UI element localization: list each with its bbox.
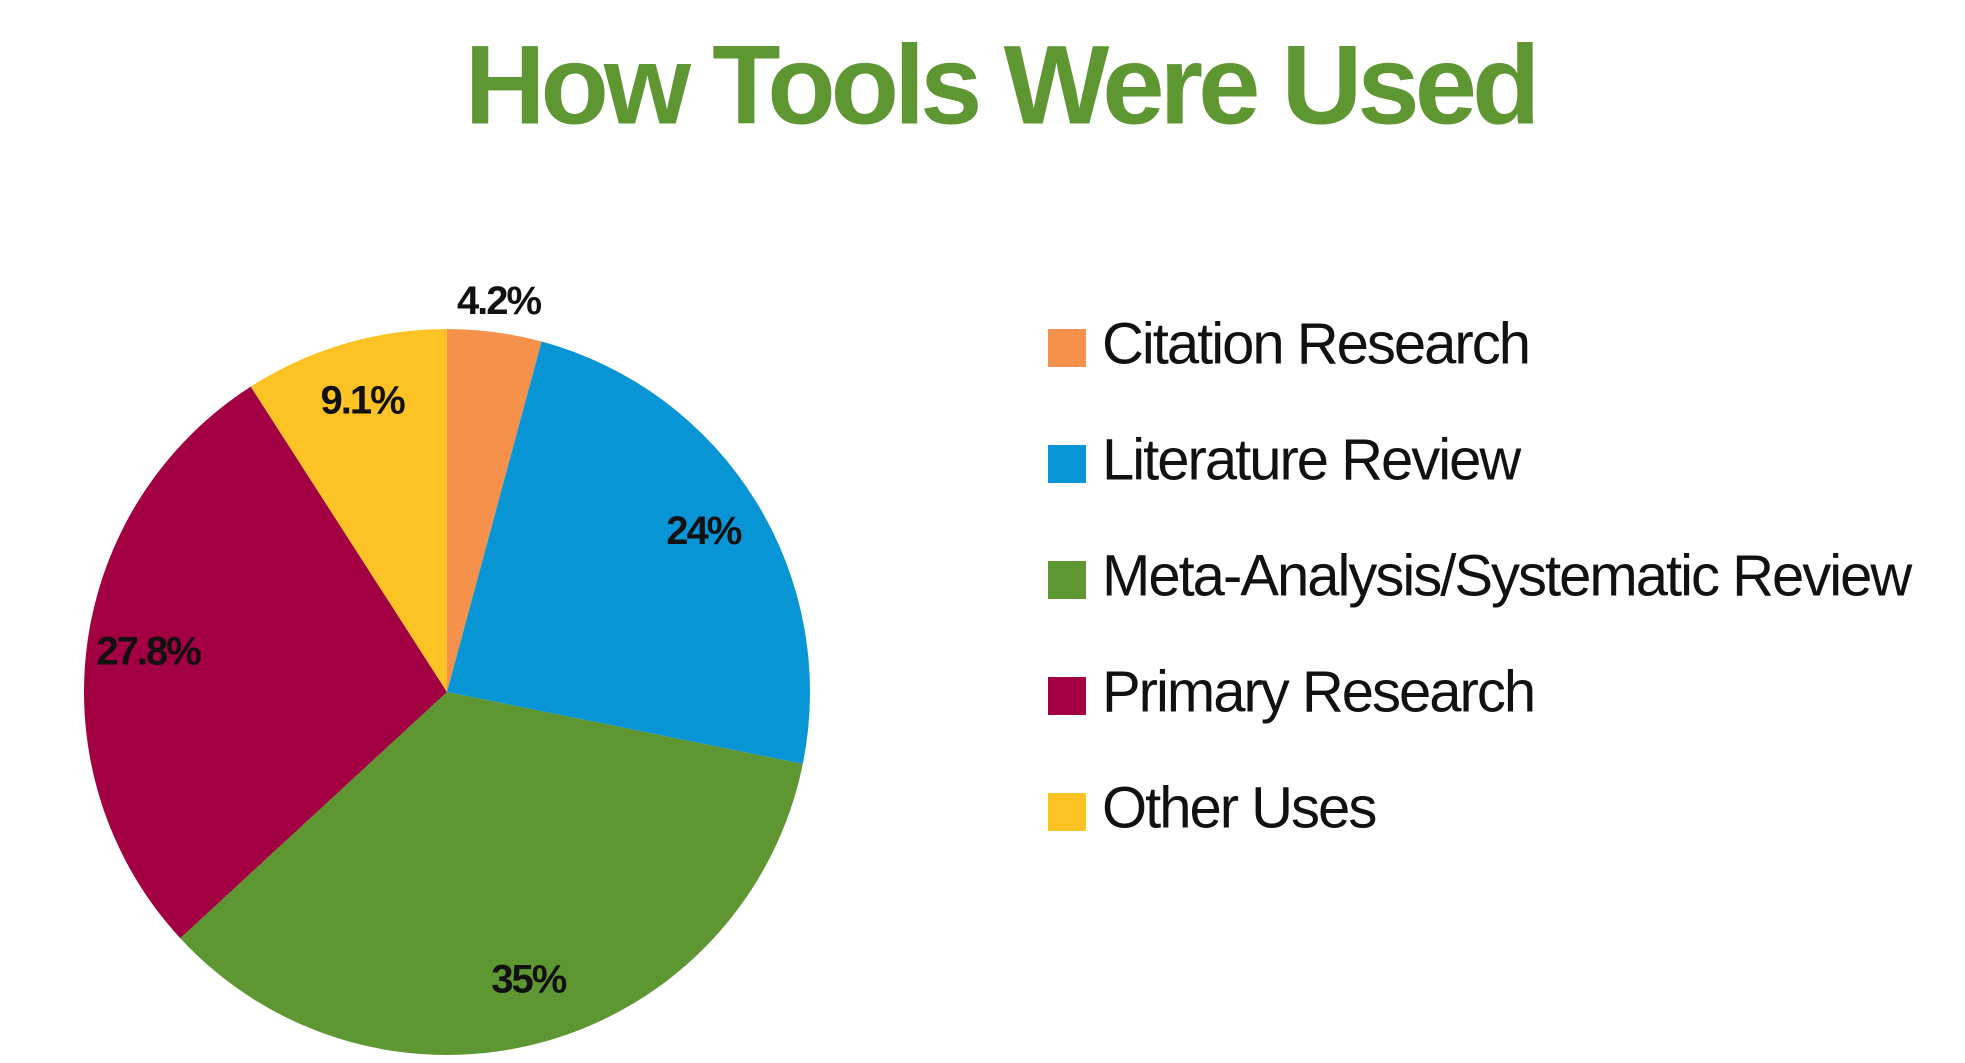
data-label: 9.1% bbox=[321, 378, 406, 422]
pie-slice bbox=[180, 692, 803, 1056]
pie-slice bbox=[447, 341, 810, 764]
legend-swatch bbox=[1048, 445, 1086, 483]
legend-label: Primary Research bbox=[1102, 659, 1534, 724]
data-label: 27.8% bbox=[96, 629, 201, 673]
chart-title: How Tools Were Used bbox=[465, 23, 1536, 148]
legend-swatch bbox=[1048, 329, 1086, 367]
legend-label: Other Uses bbox=[1102, 775, 1375, 840]
legend-label: Literature Review bbox=[1102, 427, 1522, 492]
pie-slice bbox=[447, 329, 542, 692]
legend-swatch bbox=[1048, 561, 1086, 599]
data-label: 35% bbox=[491, 958, 566, 1002]
legend-swatch bbox=[1048, 793, 1086, 831]
data-label: 24% bbox=[666, 509, 741, 553]
pie-slice bbox=[83, 386, 447, 939]
legend-label: Citation Research bbox=[1102, 311, 1529, 376]
pie-slice bbox=[250, 329, 447, 692]
legend-label: Meta-Analysis/Systematic Review bbox=[1102, 543, 1913, 608]
legend-swatch bbox=[1048, 677, 1086, 715]
data-label: 4.2% bbox=[457, 279, 542, 323]
